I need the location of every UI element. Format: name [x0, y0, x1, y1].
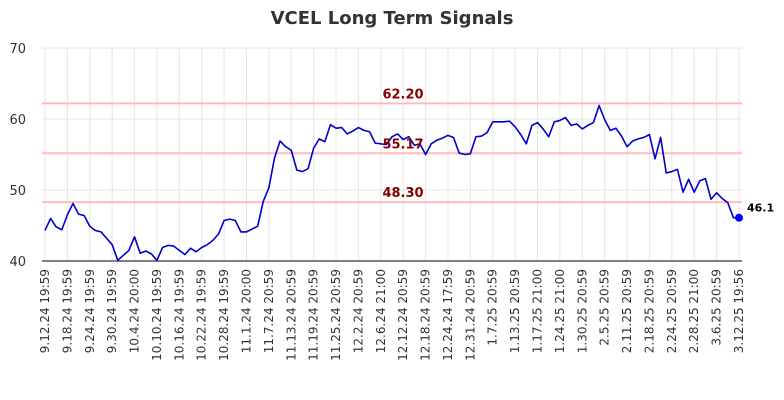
x-tick-label: 1.13.25 20:59 [508, 269, 522, 353]
x-tick-label: 12.18.24 20:59 [419, 269, 433, 361]
x-tick-label: 11.7.24 20:59 [262, 269, 276, 353]
x-tick-label: 11.25.24 20:59 [329, 269, 343, 361]
x-tick-label: 10.16.24 19:59 [172, 269, 186, 361]
level-label: 62.20 [382, 87, 423, 102]
x-tick-label: 12.31.24 20:59 [463, 269, 477, 361]
x-tick-label: 2.28.25 21:00 [687, 269, 701, 353]
x-tick-label: 11.13.24 20:59 [284, 269, 298, 361]
x-tick-label: 3.6.25 20:59 [710, 269, 724, 346]
x-tick-label: 1.30.25 20:59 [575, 269, 589, 353]
x-tick-label: 2.5.25 20:59 [598, 269, 612, 346]
price-series-line [44, 104, 739, 262]
x-tick-label: 10.10.24 19:59 [150, 269, 164, 361]
x-tick-label: 1.24.25 21:00 [553, 269, 567, 353]
x-tick-label: 2.24.25 20:59 [665, 269, 679, 353]
x-tick-label: 10.28.24 19:59 [217, 269, 231, 361]
x-tick-label: 12.2.24 20:59 [351, 269, 365, 353]
x-tick-label: 3.12.25 19:56 [732, 269, 746, 353]
x-tick-label: 10.4.24 20:00 [128, 269, 142, 353]
y-tick-label: 70 [9, 42, 26, 57]
last-value-label: 46.1 [747, 202, 774, 215]
x-tick-label: 10.22.24 19:59 [195, 269, 209, 361]
last-value-marker [735, 213, 743, 222]
y-tick-label: 50 [9, 184, 26, 199]
x-tick-label: 12.24.24 17:59 [441, 269, 455, 361]
level-label: 55.17 [382, 137, 423, 152]
y-tick-label: 40 [9, 255, 26, 270]
x-tick-label: 12.12.24 20:59 [396, 269, 410, 361]
x-tick-label: 11.1.24 20:00 [239, 269, 253, 353]
x-tick-label: 1.17.25 21:00 [531, 269, 545, 353]
level-label: 48.30 [382, 186, 423, 201]
x-tick-label: 9.12.24 19:59 [38, 269, 52, 353]
x-tick-label: 9.18.24 19:59 [60, 269, 74, 353]
y-tick-label: 60 [9, 113, 26, 128]
x-tick-label: 2.18.25 20:59 [642, 269, 656, 353]
x-tick-label: 11.19.24 20:59 [307, 269, 321, 361]
x-tick-label: 9.24.24 19:59 [83, 269, 97, 353]
chart-title: VCEL Long Term Signals [270, 8, 514, 29]
x-tick-label: 1.7.25 20:59 [486, 269, 500, 346]
x-tick-label: 9.30.24 19:59 [105, 269, 119, 353]
x-tick-label: 12.6.24 21:00 [374, 269, 388, 353]
x-tick-label: 2.11.25 20:59 [620, 269, 634, 353]
